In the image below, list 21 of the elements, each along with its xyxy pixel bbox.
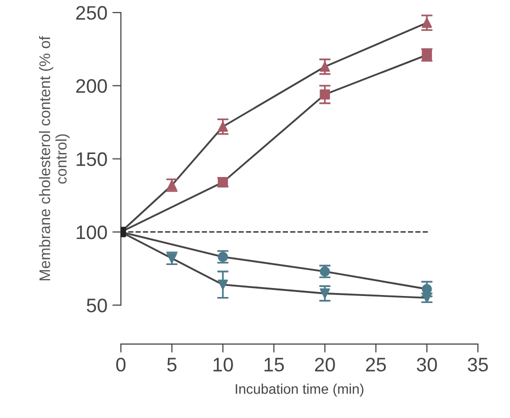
x-tick-label: 20: [315, 358, 335, 372]
point: [218, 122, 228, 132]
point: [320, 62, 330, 72]
x-tick-label: 0: [116, 358, 126, 372]
y-tick-label: 200: [76, 79, 107, 93]
point: [422, 18, 432, 28]
x-tick-label: 10: [214, 358, 233, 372]
x-tick-label: 25: [366, 358, 386, 372]
x-tick-label: 30: [416, 358, 437, 372]
point: [320, 288, 330, 299]
point: [218, 280, 228, 290]
y-axis-title: Membrane cholesterol content (% of control): [38, 36, 70, 280]
x-tick-label: 35: [468, 358, 488, 372]
y-tick-label: 150: [76, 152, 107, 166]
point: [320, 89, 330, 100]
y-tick-label: 50: [86, 298, 107, 312]
y-tick-label: 250: [76, 6, 107, 20]
y-tick-label: 100: [76, 225, 107, 240]
x-axis-title: Incubation time (min): [236, 384, 364, 397]
x-tick-label: 15: [264, 358, 284, 372]
x-tick-label: 5: [167, 358, 176, 372]
